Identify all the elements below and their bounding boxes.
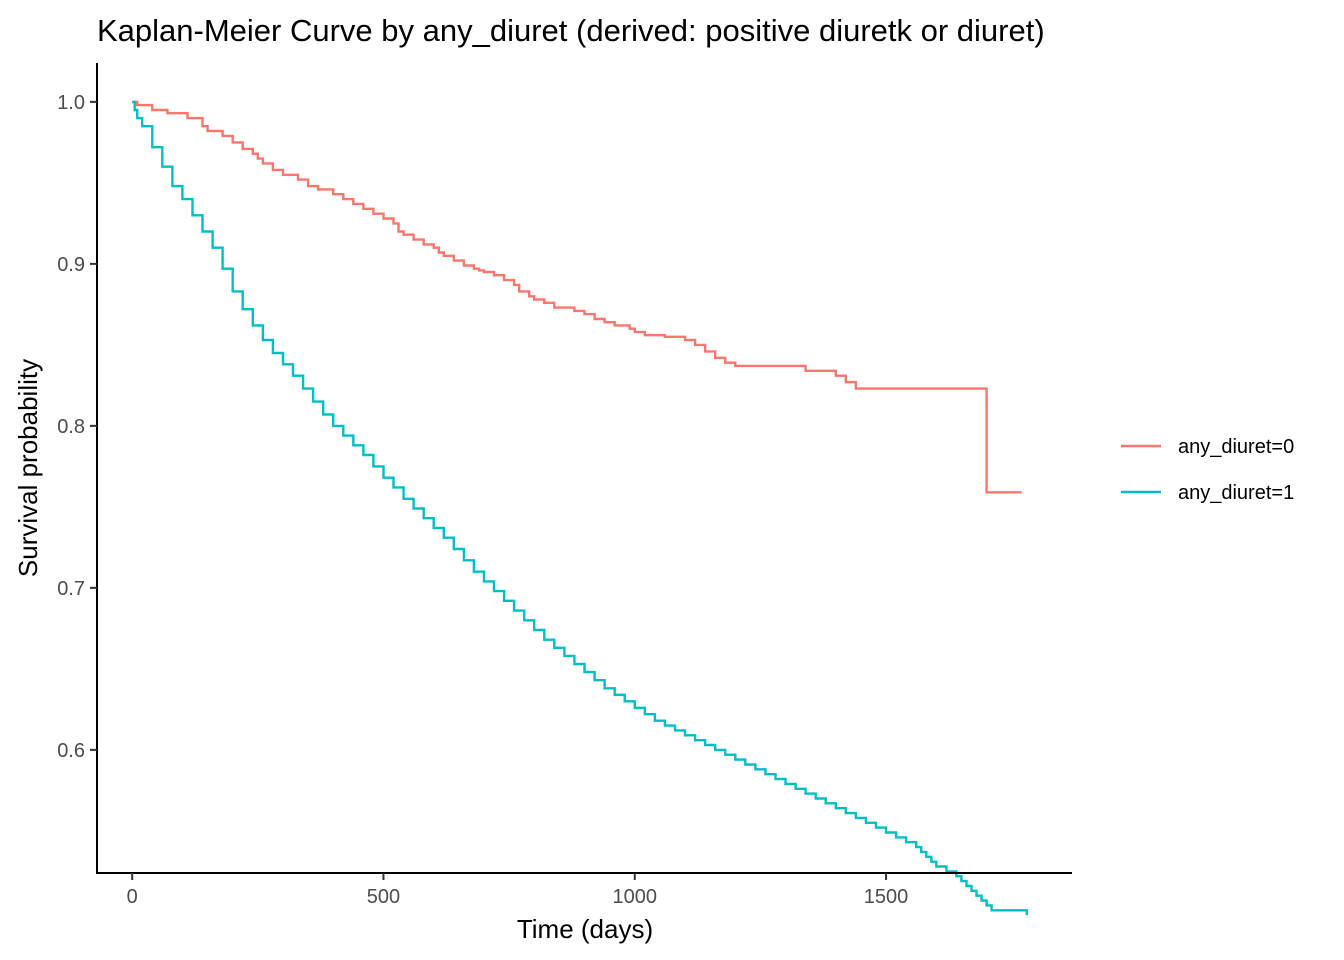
x-tick-label: 1000	[613, 886, 658, 908]
legend-label-1: any_diuret=1	[1178, 482, 1294, 504]
plot-area	[132, 100, 1028, 916]
y-tick-label: 0.7	[57, 578, 85, 600]
km-series-line-1	[132, 100, 1028, 916]
y-tick-label: 0.9	[57, 254, 85, 276]
y-axis-title: Survival probability	[13, 359, 43, 577]
km-series-line-0	[132, 100, 1022, 494]
x-axis-title: Time (days)	[517, 914, 653, 944]
x-tick-label: 500	[367, 886, 400, 908]
legend-label-0: any_diuret=0	[1178, 436, 1294, 458]
legend: any_diuret=0 any_diuret=1	[1121, 436, 1294, 504]
x-tick-label: 0	[127, 886, 138, 908]
y-tick-label: 0.8	[57, 416, 85, 438]
x-tick-label: 1500	[864, 886, 909, 908]
x-axis-ticks: 0 500 1000 1500	[127, 873, 909, 908]
chart-title: Kaplan-Meier Curve by any_diuret (derive…	[97, 13, 1045, 48]
y-tick-label: 1.0	[57, 92, 85, 114]
y-tick-label: 0.6	[57, 740, 85, 762]
y-axis-ticks: 0.6 0.7 0.8 0.9 1.0	[57, 92, 97, 762]
